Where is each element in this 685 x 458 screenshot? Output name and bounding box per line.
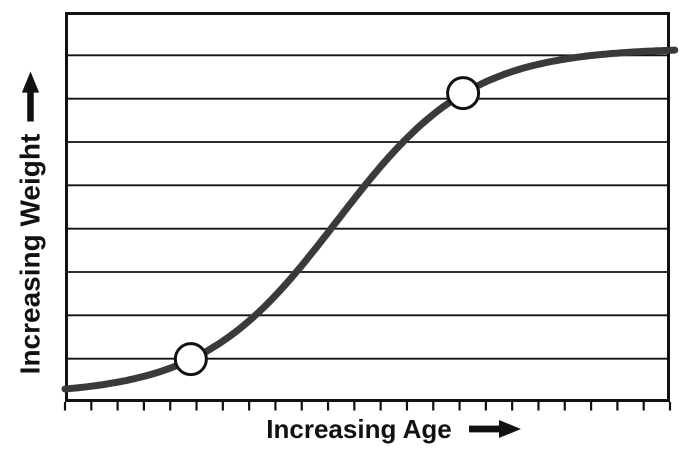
- x-axis-label-text: Increasing Age: [266, 414, 452, 444]
- up-arrow-icon: [21, 71, 40, 122]
- data-point-marker: [446, 76, 481, 111]
- growth-curve: [61, 46, 679, 393]
- data-point-marker: [173, 342, 208, 377]
- right-arrow-icon: [468, 420, 521, 438]
- y-axis-label: Increasing Weight: [5, 41, 57, 406]
- plot-frame: [65, 12, 670, 402]
- y-axis-label-text: Increasing Weight: [14, 133, 46, 375]
- x-axis-label: Increasing Age: [91, 416, 685, 442]
